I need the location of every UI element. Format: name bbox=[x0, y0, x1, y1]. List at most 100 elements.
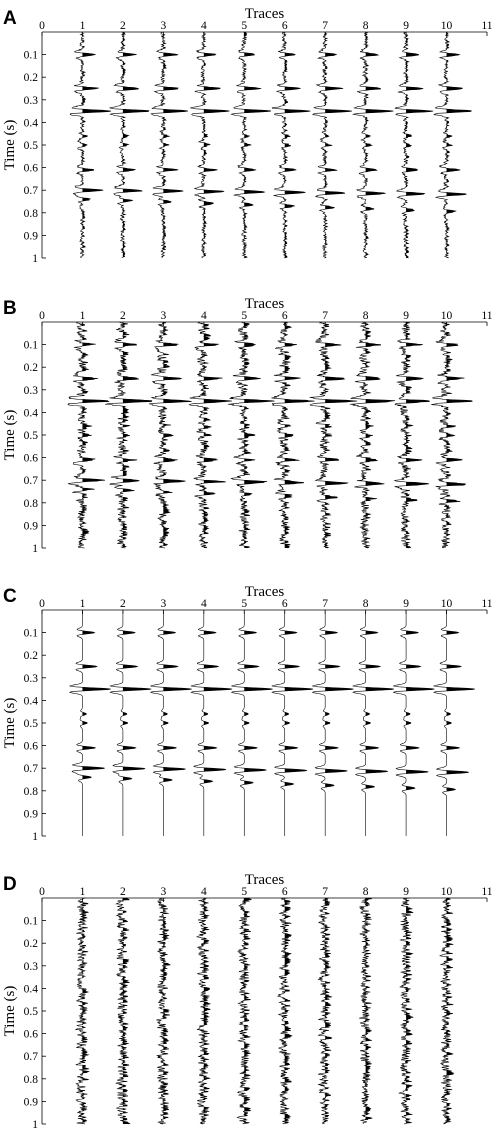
panel-C: C Traces Time (s) 0 1 2 3 4 5 6 7 8 9 10 11 0.1 0.2 0.3 0.… bbox=[2, 584, 493, 843]
trace-1-wiggle bbox=[69, 31, 112, 259]
y-tick-label: 0.1 bbox=[24, 916, 39, 928]
y-tick-label: 0.3 bbox=[24, 961, 39, 973]
y-tick-label: 0.2 bbox=[24, 650, 39, 662]
x-tick-label: 3 bbox=[160, 598, 166, 610]
trace-4-fill bbox=[203, 32, 230, 258]
panel-letter: B bbox=[3, 298, 17, 319]
panel-letter: A bbox=[3, 8, 17, 29]
y-tick-label: 1 bbox=[32, 1119, 38, 1129]
x-tick-label: 10 bbox=[441, 598, 453, 610]
x-tick-label: 2 bbox=[120, 310, 126, 322]
x-tick-label: 1 bbox=[80, 20, 86, 32]
trace-3-fill bbox=[163, 898, 171, 1124]
trace-6-fill bbox=[284, 610, 314, 836]
trace-3-fill bbox=[163, 32, 188, 258]
trace-4-wiggle bbox=[190, 610, 233, 836]
trace-8-wiggle bbox=[352, 610, 395, 836]
x-tick-label: 2 bbox=[120, 20, 126, 32]
trace-7-fill bbox=[325, 322, 358, 548]
trace-3-wiggle bbox=[149, 610, 192, 836]
y-tick-label: 0.8 bbox=[24, 208, 39, 220]
trace-9-wiggle bbox=[394, 31, 434, 259]
panel-letter: D bbox=[3, 874, 17, 895]
trace-10-fill bbox=[446, 32, 472, 258]
trace-5-fill bbox=[244, 610, 273, 836]
x-tick-label: 9 bbox=[403, 598, 409, 610]
y-tick-label: 0.2 bbox=[24, 72, 39, 84]
y-tick-label: 0.7 bbox=[24, 475, 39, 487]
trace-2-fill bbox=[122, 322, 153, 548]
y-tick-label: 0.9 bbox=[24, 1096, 39, 1108]
y-tick-label: 0.4 bbox=[24, 695, 39, 707]
y-tick-label: 0.6 bbox=[24, 1029, 39, 1041]
trace-6-wiggle bbox=[271, 610, 314, 836]
x-tick-label: 11 bbox=[481, 310, 492, 322]
trace-6-wiggle bbox=[271, 31, 311, 259]
trace-10-fill bbox=[446, 322, 473, 548]
x-axis-title: Traces bbox=[245, 6, 285, 22]
x-tick-label: 9 bbox=[403, 310, 409, 322]
x-tick-label: 7 bbox=[322, 310, 328, 322]
x-axis-title: Traces bbox=[245, 296, 285, 312]
x-axis-title: Traces bbox=[245, 872, 285, 888]
x-tick-label: 6 bbox=[282, 886, 288, 898]
y-tick-label: 1 bbox=[32, 831, 38, 843]
trace-4-fill bbox=[203, 322, 232, 548]
y-tick-label: 0.2 bbox=[24, 362, 39, 374]
x-tick-label: 10 bbox=[441, 886, 453, 898]
y-tick-label: 0.4 bbox=[24, 407, 39, 419]
x-tick-label: 5 bbox=[241, 20, 247, 32]
x-tick-label: 8 bbox=[363, 20, 369, 32]
trace-7-wiggle bbox=[309, 321, 358, 549]
trace-6-wiggle bbox=[277, 897, 293, 1125]
x-tick-label: 6 bbox=[282, 598, 288, 610]
x-tick-label: 2 bbox=[120, 598, 126, 610]
trace-8-fill bbox=[365, 322, 396, 548]
trace-5-wiggle bbox=[236, 897, 252, 1125]
trace-7-fill bbox=[325, 610, 354, 836]
trace-3-wiggle bbox=[148, 321, 192, 549]
x-tick-label: 9 bbox=[403, 886, 409, 898]
y-tick-label: 1 bbox=[32, 253, 38, 265]
trace-9-wiggle bbox=[392, 610, 435, 836]
x-tick-label: 5 bbox=[241, 310, 247, 322]
x-tick-label: 0 bbox=[39, 20, 45, 32]
x-tick-label: 8 bbox=[363, 886, 369, 898]
x-tick-label: 2 bbox=[120, 886, 126, 898]
trace-8-fill bbox=[365, 898, 372, 1124]
x-tick-label: 5 bbox=[241, 886, 247, 898]
x-tick-label: 4 bbox=[201, 310, 207, 322]
x-tick-label: 6 bbox=[282, 20, 288, 32]
trace-2-fill bbox=[122, 32, 149, 258]
y-tick-label: 0.9 bbox=[24, 520, 39, 532]
panel-letter: C bbox=[3, 586, 17, 607]
trace-3-fill bbox=[163, 610, 192, 836]
x-tick-label: 0 bbox=[39, 886, 45, 898]
trace-6-wiggle bbox=[271, 321, 315, 549]
x-axis-title: Traces bbox=[245, 584, 285, 600]
y-axis-title: Time (s) bbox=[2, 986, 18, 1037]
trace-5-fill bbox=[244, 322, 275, 548]
trace-1-fill bbox=[82, 32, 112, 258]
x-tick-label: 3 bbox=[160, 20, 166, 32]
trace-10-wiggle bbox=[433, 610, 475, 836]
trace-7-fill bbox=[325, 32, 352, 258]
panel-D: D Traces Time (s) 0 1 2 3 4 5 6 7 8 9 10 11 0.1 0.2 0.3 0.… bbox=[2, 872, 493, 1129]
y-tick-label: 0.5 bbox=[24, 1006, 39, 1018]
y-tick-label: 0.3 bbox=[24, 385, 39, 397]
trace-8-fill bbox=[365, 32, 394, 258]
trace-2-wiggle bbox=[105, 321, 153, 549]
x-tick-label: 10 bbox=[441, 310, 453, 322]
y-tick-label: 0.3 bbox=[24, 673, 39, 685]
x-tick-label: 6 bbox=[282, 310, 288, 322]
x-tick-label: 11 bbox=[481, 20, 492, 32]
trace-2-fill bbox=[122, 610, 152, 836]
trace-7-wiggle bbox=[312, 31, 352, 259]
trace-9-fill bbox=[406, 32, 434, 258]
x-tick-label: 0 bbox=[39, 598, 45, 610]
x-tick-label: 3 bbox=[160, 310, 166, 322]
y-tick-label: 0.5 bbox=[24, 430, 39, 442]
y-tick-label: 0.7 bbox=[24, 1051, 39, 1063]
trace-8-fill bbox=[365, 610, 394, 836]
